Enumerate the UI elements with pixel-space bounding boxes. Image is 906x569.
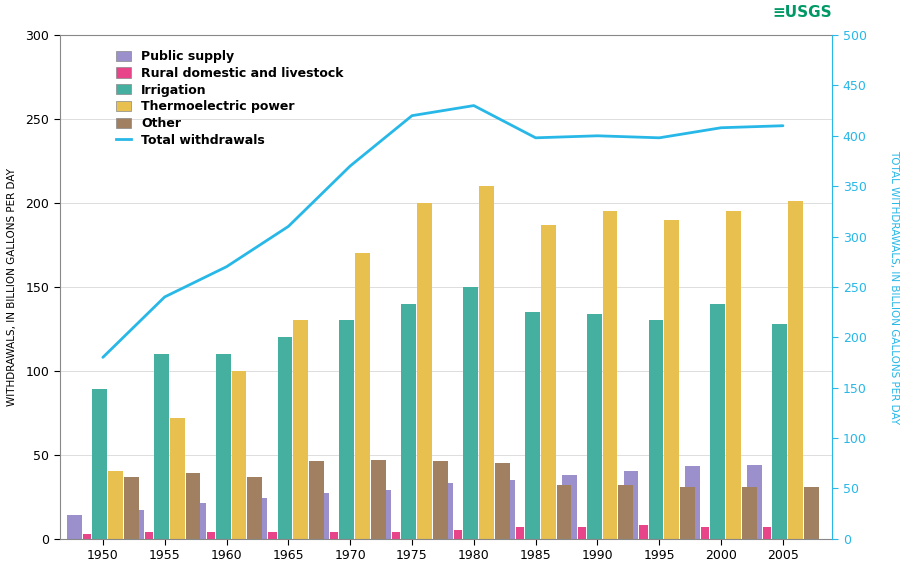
- Bar: [680, 486, 695, 539]
- Bar: [556, 485, 572, 539]
- Bar: [479, 186, 494, 539]
- Bar: [154, 354, 169, 539]
- Bar: [562, 475, 576, 539]
- Bar: [392, 532, 400, 539]
- Bar: [371, 460, 386, 539]
- Bar: [742, 486, 757, 539]
- Bar: [439, 483, 453, 539]
- Text: ≡USGS: ≡USGS: [773, 5, 833, 20]
- Bar: [191, 504, 206, 539]
- Bar: [401, 304, 416, 539]
- Bar: [376, 490, 391, 539]
- Bar: [664, 220, 680, 539]
- Bar: [516, 527, 524, 539]
- Bar: [701, 527, 709, 539]
- Bar: [619, 485, 633, 539]
- Bar: [124, 476, 139, 539]
- Bar: [129, 510, 144, 539]
- Bar: [108, 472, 122, 539]
- Bar: [145, 532, 153, 539]
- Bar: [686, 467, 700, 539]
- Bar: [602, 211, 617, 539]
- Bar: [186, 473, 200, 539]
- Bar: [309, 461, 324, 539]
- Y-axis label: TOTAL WITHDRAWALS, IN BILLION GALLONS PER DAY: TOTAL WITHDRAWALS, IN BILLION GALLONS PE…: [889, 150, 899, 424]
- Bar: [232, 371, 246, 539]
- Bar: [788, 201, 803, 539]
- Bar: [495, 463, 509, 539]
- Bar: [463, 287, 477, 539]
- Bar: [772, 324, 787, 539]
- Bar: [340, 320, 354, 539]
- Bar: [294, 320, 308, 539]
- Legend: Public supply, Rural domestic and livestock, Irrigation, Thermoelectric power, O: Public supply, Rural domestic and livest…: [112, 47, 347, 151]
- Bar: [277, 337, 293, 539]
- Bar: [710, 304, 725, 539]
- Bar: [727, 211, 741, 539]
- Bar: [525, 312, 540, 539]
- Y-axis label: WITHDRAWALS, IN BILLION GALLONS PER DAY: WITHDRAWALS, IN BILLION GALLONS PER DAY: [7, 168, 17, 406]
- Bar: [216, 354, 231, 539]
- Bar: [541, 225, 555, 539]
- Bar: [247, 476, 262, 539]
- Bar: [268, 532, 276, 539]
- Bar: [649, 320, 663, 539]
- Bar: [587, 314, 602, 539]
- Bar: [454, 530, 462, 539]
- Bar: [500, 480, 515, 539]
- Bar: [92, 389, 107, 539]
- Bar: [804, 486, 819, 539]
- Bar: [253, 498, 267, 539]
- Bar: [747, 465, 762, 539]
- Bar: [207, 532, 215, 539]
- Bar: [67, 515, 82, 539]
- Bar: [577, 527, 585, 539]
- Bar: [623, 472, 639, 539]
- Bar: [83, 534, 92, 539]
- Bar: [355, 253, 370, 539]
- Bar: [763, 527, 771, 539]
- Bar: [331, 532, 339, 539]
- Bar: [314, 493, 329, 539]
- Bar: [417, 203, 432, 539]
- Bar: [169, 418, 185, 539]
- Bar: [433, 461, 448, 539]
- Bar: [640, 525, 648, 539]
